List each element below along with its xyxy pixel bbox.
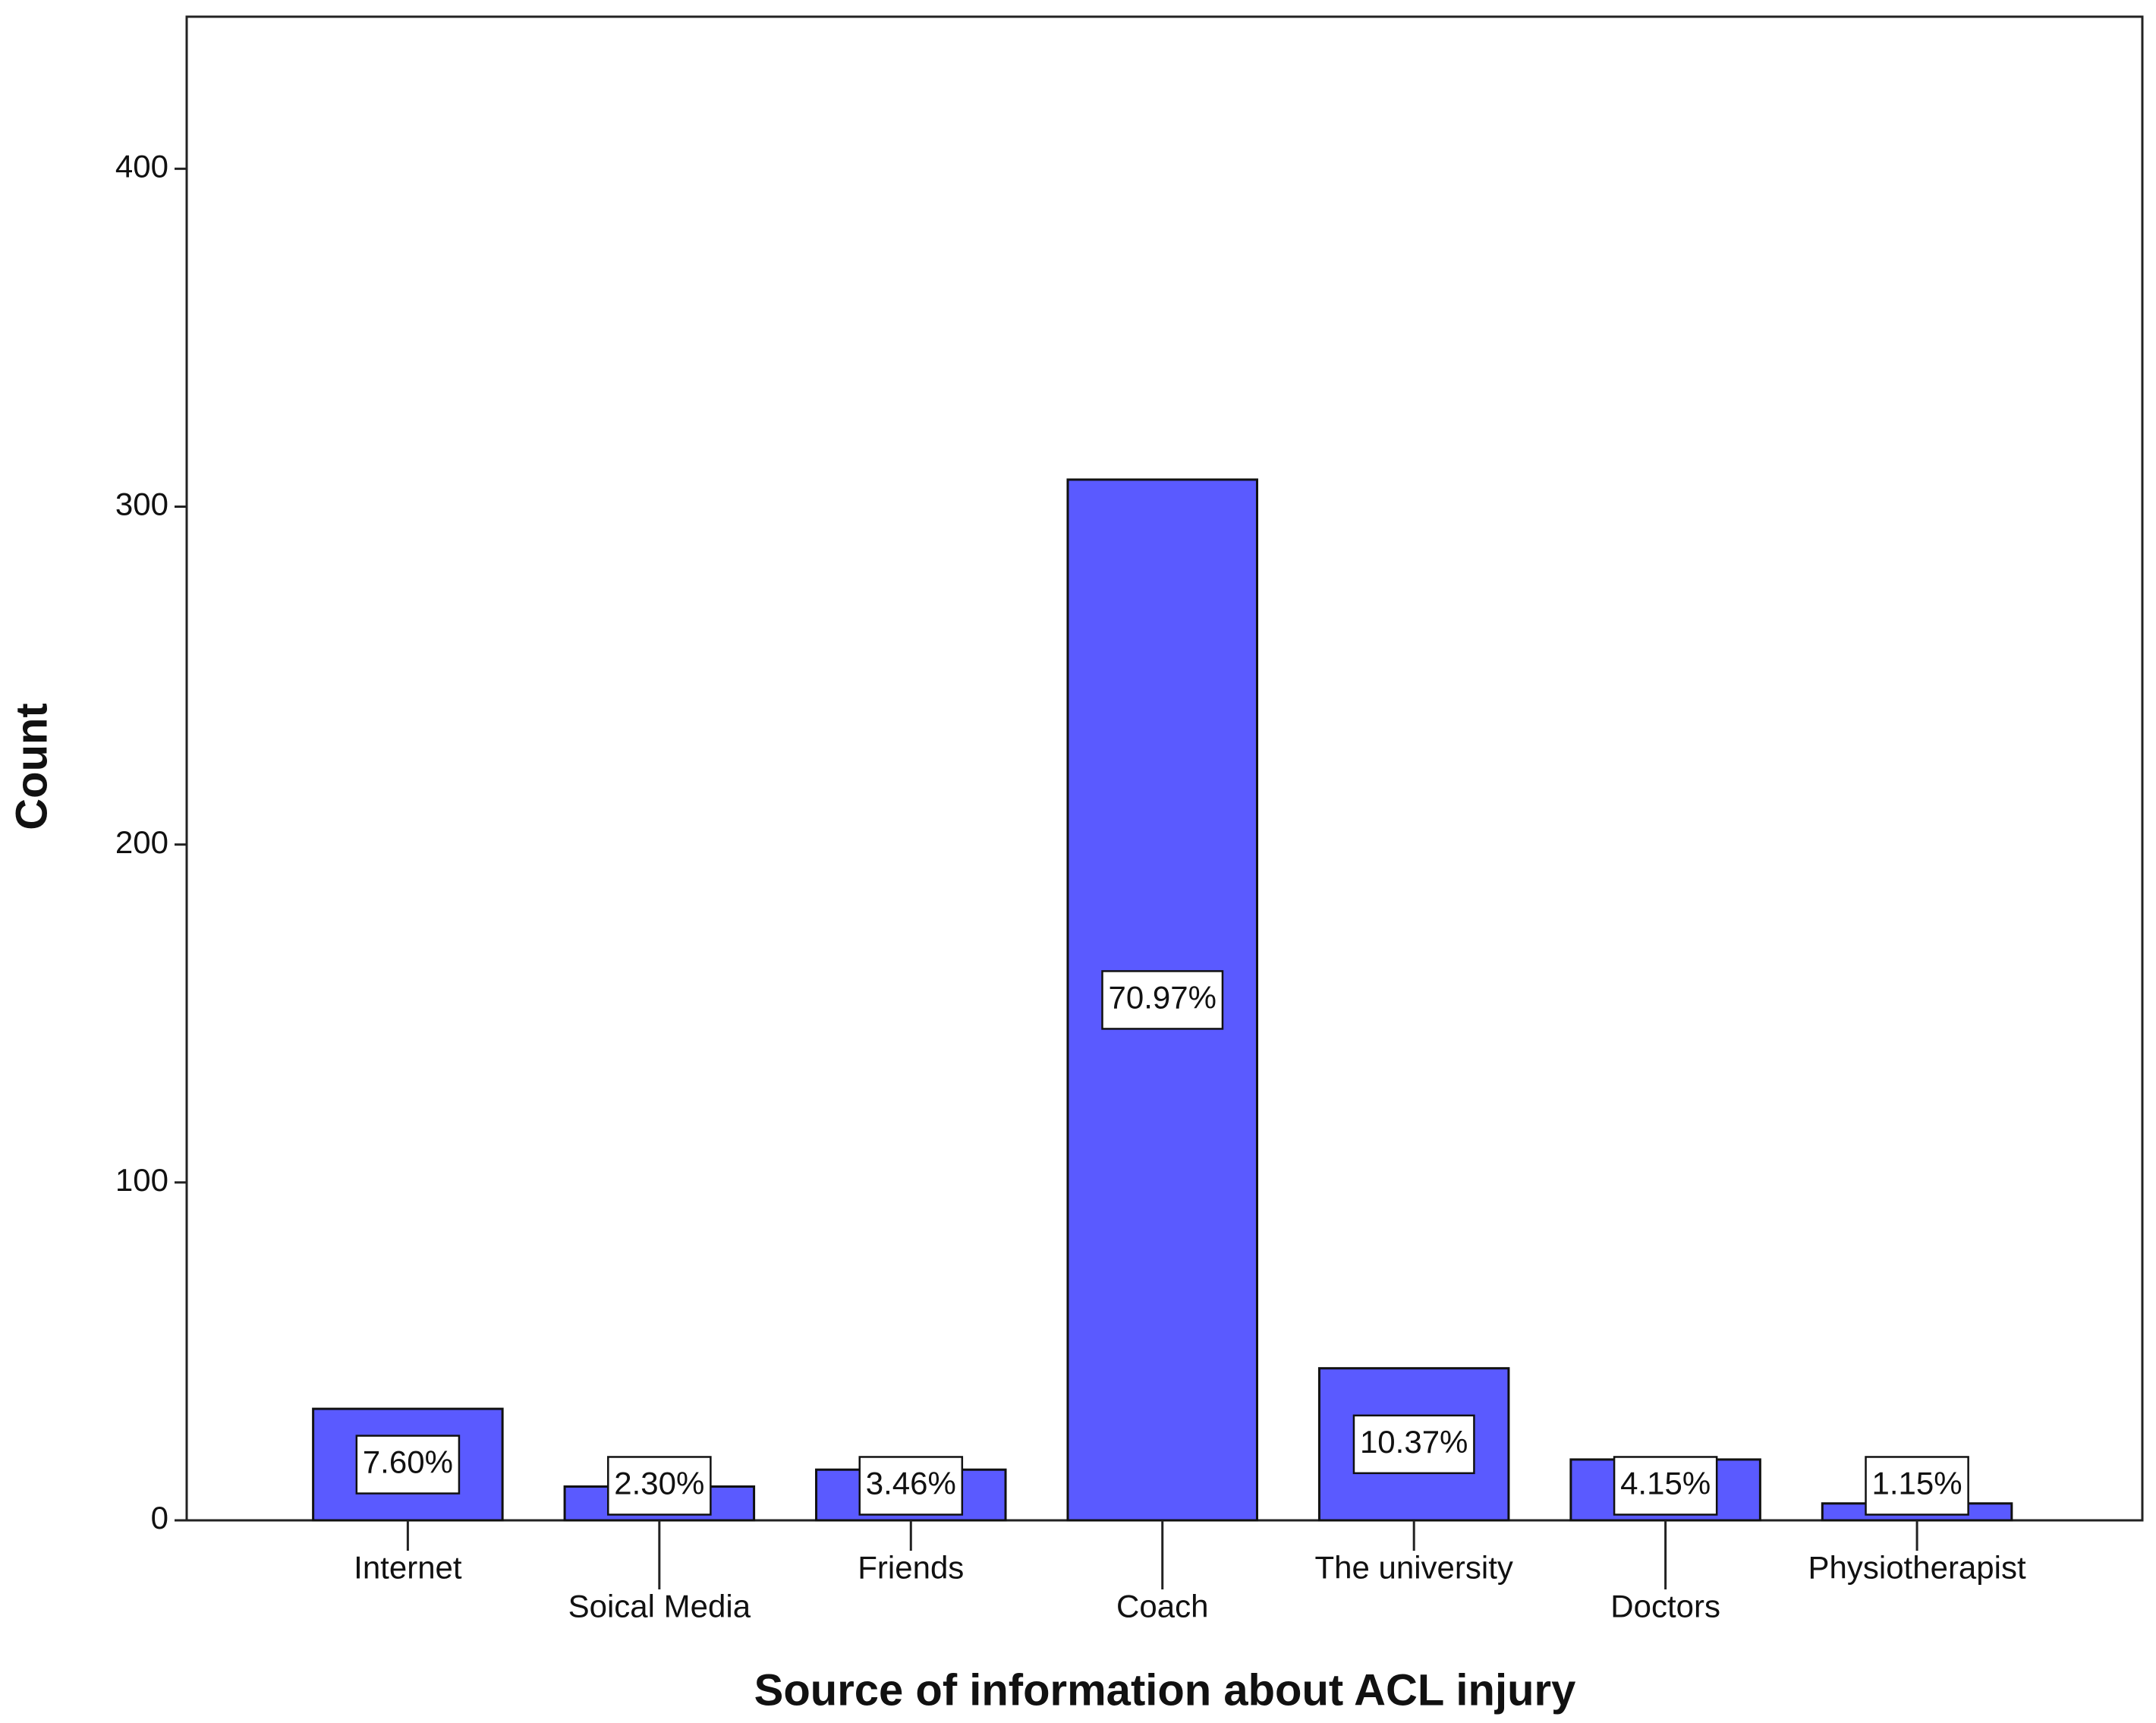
percent-label-box bbox=[355, 1435, 461, 1495]
y-tick-label: 400 bbox=[115, 148, 168, 184]
y-axis-title: Count bbox=[7, 703, 56, 830]
percent-label: 4.15% bbox=[1620, 1466, 1711, 1501]
percent-label-box bbox=[607, 1456, 712, 1516]
x-axis-title: Source of information about ACL injury bbox=[754, 1665, 1576, 1715]
percent-label: 10.37% bbox=[1360, 1424, 1468, 1460]
x-tick-label: Internet bbox=[354, 1550, 462, 1586]
y-tick-label: 300 bbox=[115, 487, 168, 522]
percent-label: 2.30% bbox=[614, 1466, 704, 1501]
percent-label: 7.60% bbox=[363, 1444, 453, 1480]
x-tick-label: Doctors bbox=[1610, 1589, 1720, 1624]
y-tick-label: 100 bbox=[115, 1162, 168, 1198]
x-tick-label: Physiotherapist bbox=[1808, 1550, 2026, 1586]
x-tick-label: Coach bbox=[1116, 1589, 1208, 1624]
y-tick-label: 0 bbox=[151, 1500, 168, 1536]
x-tick-label: The university bbox=[1314, 1550, 1512, 1586]
x-tick-label: Friends bbox=[858, 1550, 964, 1586]
percent-label-box bbox=[1613, 1456, 1718, 1516]
percent-label: 1.15% bbox=[1872, 1466, 1962, 1501]
percent-label-box bbox=[1865, 1456, 1969, 1516]
percent-label: 3.46% bbox=[866, 1466, 956, 1501]
percent-label-box bbox=[1352, 1414, 1475, 1475]
percent-label-box bbox=[1101, 970, 1224, 1030]
y-tick-label: 200 bbox=[115, 824, 168, 860]
percent-label: 70.97% bbox=[1109, 980, 1216, 1016]
x-tick-label: Soical Media bbox=[568, 1589, 751, 1624]
percent-label-box bbox=[858, 1456, 964, 1516]
